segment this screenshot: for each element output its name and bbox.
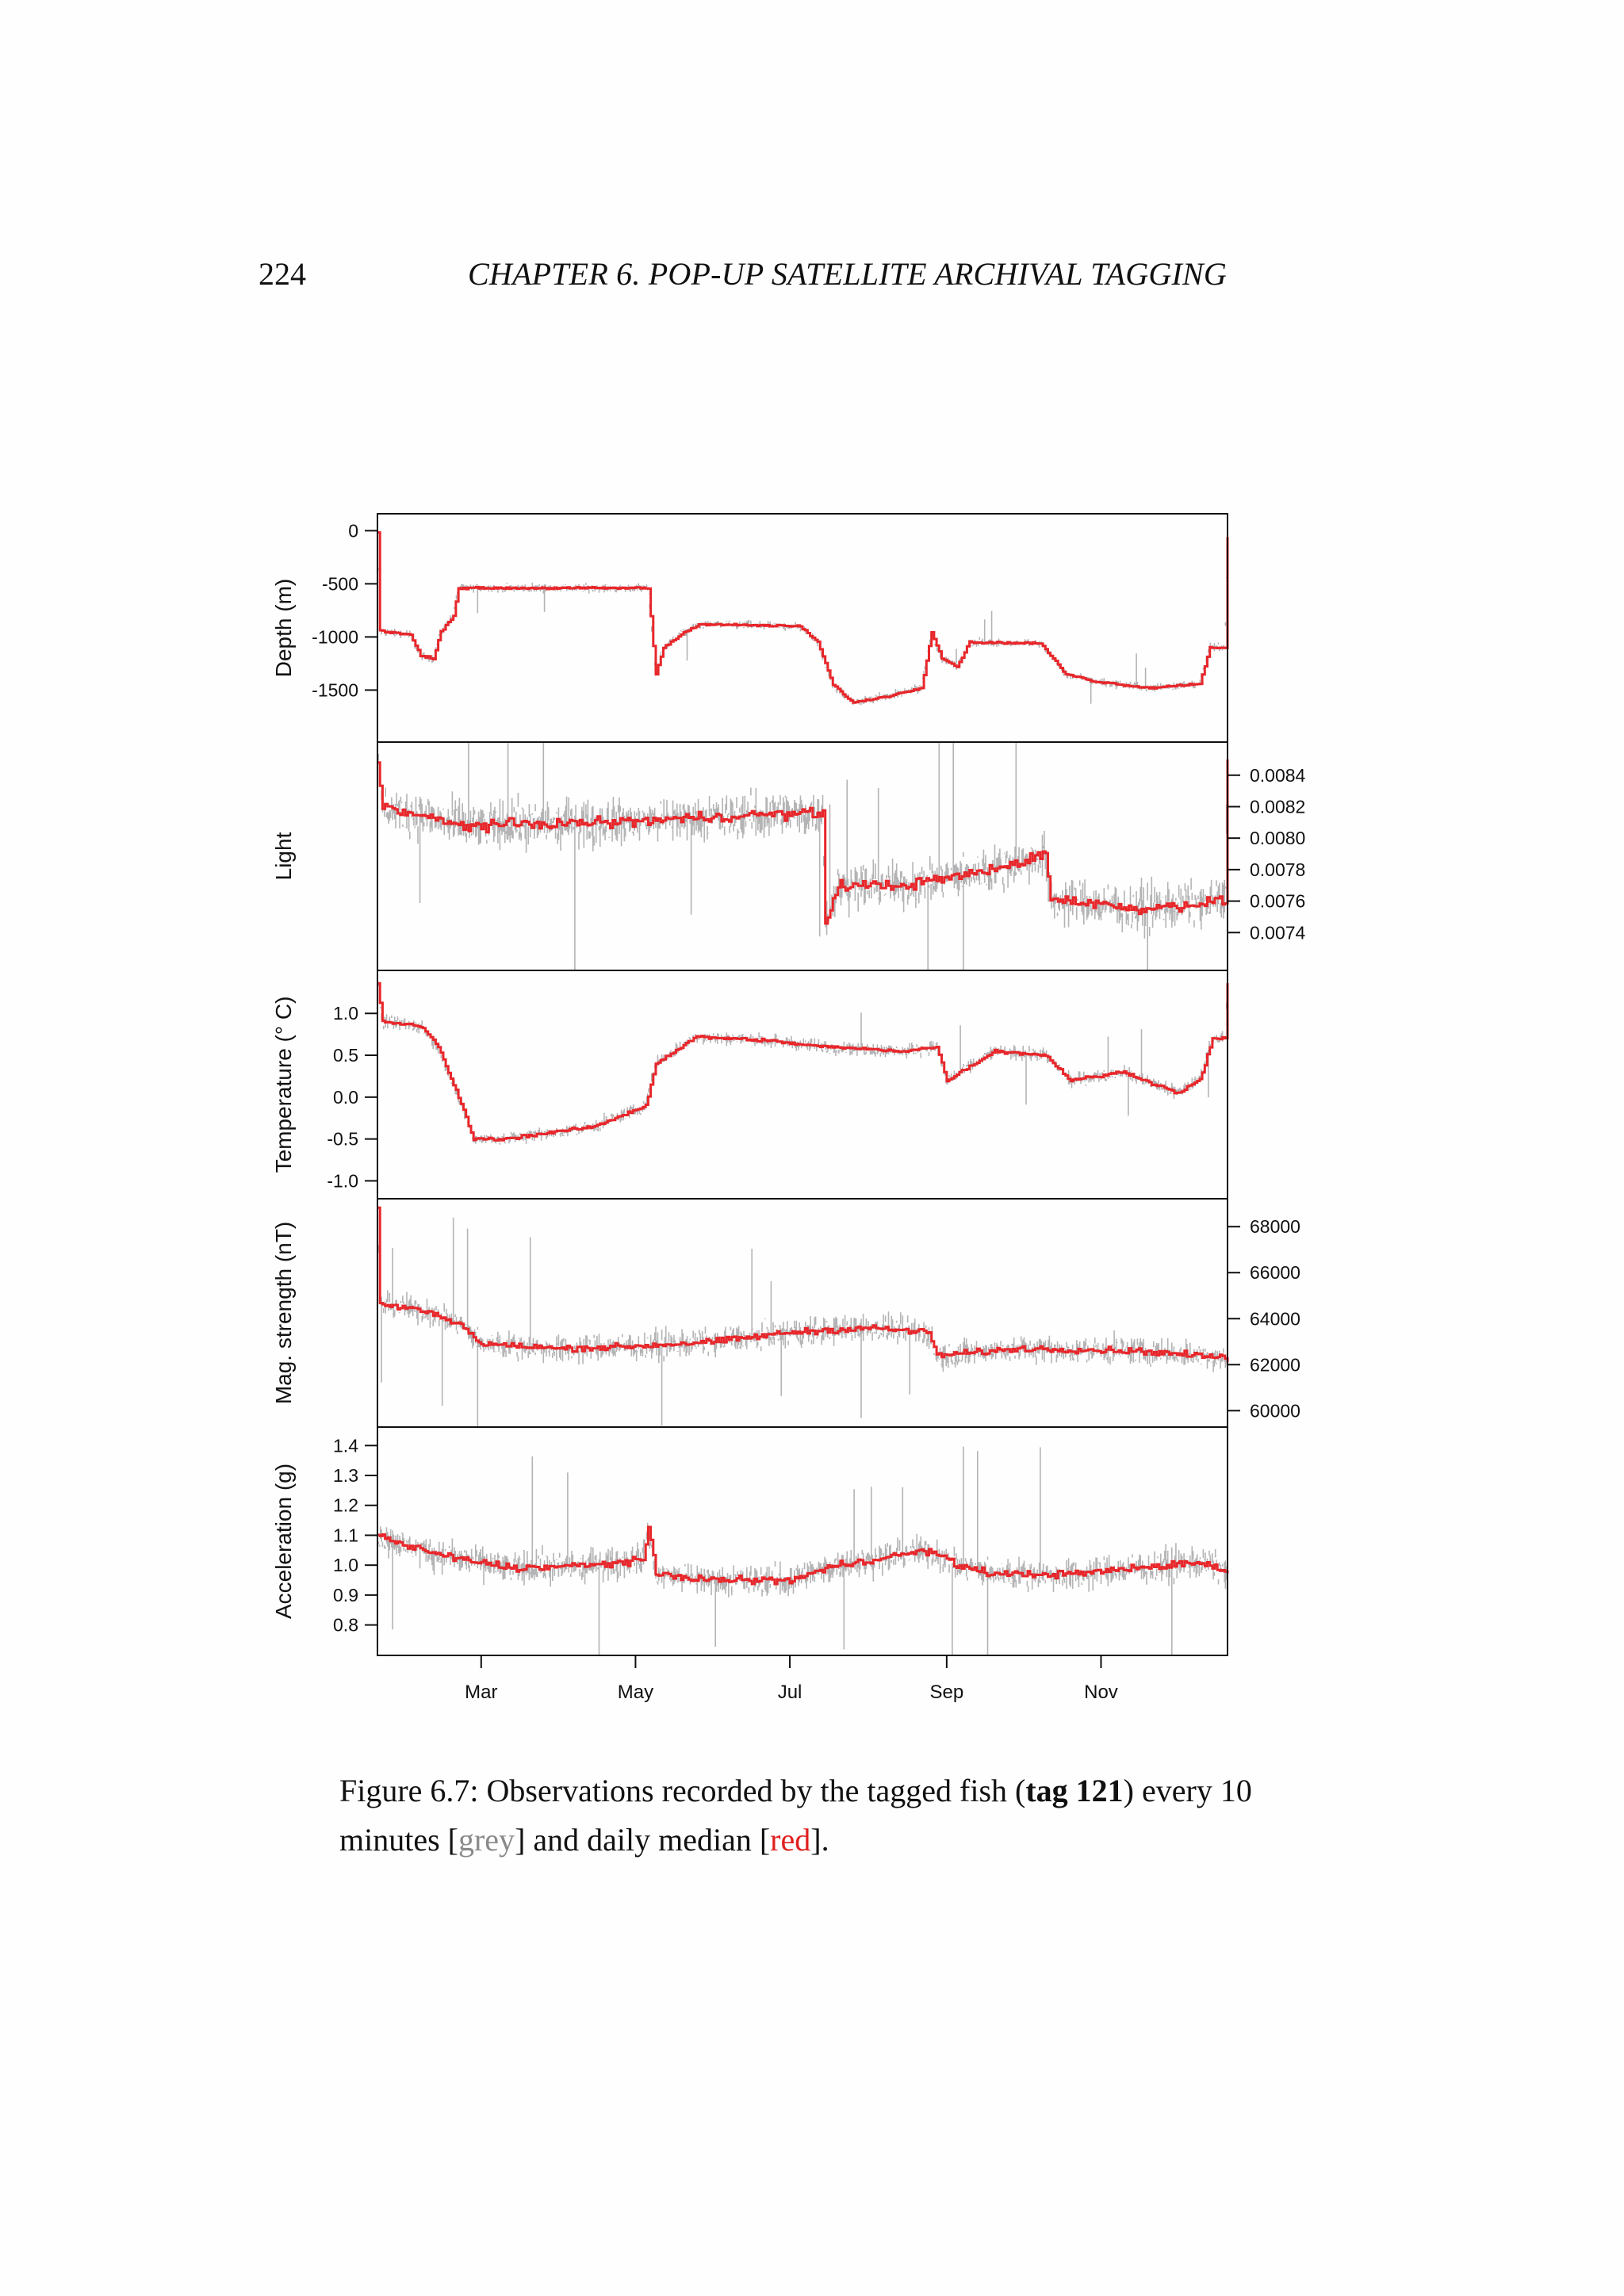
raw-series-line — [377, 1446, 1228, 1655]
y-tick-label: -1500 — [312, 679, 358, 700]
y-tick-label: 0.0074 — [1250, 922, 1306, 943]
caption-text-mid2: ] and daily median [ — [515, 1822, 771, 1858]
y-axis-label: Depth (m) — [271, 579, 296, 677]
raw-series-line — [377, 743, 1228, 970]
y-tick-label: -0.5 — [327, 1129, 358, 1150]
x-tick-label: Mar — [465, 1682, 497, 1703]
y-tick-label: 66000 — [1250, 1262, 1300, 1283]
median-series-line — [377, 531, 1229, 704]
x-tick-label: Jul — [778, 1682, 802, 1703]
caption-text-mid: ) every 10 minutes [ — [339, 1773, 1252, 1858]
y-axis-label: Mag. strength (nT) — [271, 1222, 296, 1404]
caption-label: Figure 6.7: — [339, 1773, 479, 1808]
y-tick-label: 0 — [348, 520, 358, 541]
y-tick-label: 0.0082 — [1250, 796, 1305, 817]
y-tick-label: 1.3 — [333, 1465, 358, 1486]
median-series-line — [377, 982, 1229, 1142]
y-tick-label: 1.4 — [333, 1435, 358, 1456]
page-number: 224 — [259, 256, 306, 292]
y-tick-label: 1.2 — [333, 1495, 358, 1516]
y-axis-label: Acceleration (g) — [271, 1464, 296, 1619]
y-tick-label: 1.0 — [333, 1555, 358, 1575]
raw-series-line — [377, 529, 1228, 706]
panel-light: 0.0084 0.0082 0.0080 0.0078 0.0076 0.0074 Ligh… — [271, 741, 1306, 971]
y-tick-label: 0.0078 — [1250, 859, 1305, 880]
panel-frame — [377, 970, 1228, 1200]
y-tick-label: 62000 — [1250, 1354, 1300, 1375]
caption-tag-bold: tag 121 — [1025, 1773, 1124, 1808]
panel-frame — [377, 1426, 1228, 1656]
y-tick-label: 64000 — [1250, 1308, 1300, 1329]
y-tick-label: 0.0 — [333, 1087, 358, 1108]
y-tick-label: -1.0 — [327, 1170, 358, 1191]
y-axis-label: Light — [271, 832, 296, 880]
y-axis-label: Temperature (° C) — [271, 997, 296, 1173]
panel-temperature-c: 1.0 0.5 0.0 -0.5 -1.0 Temperature (° C) — [271, 970, 1229, 1200]
page-header: 224 CHAPTER 6. POP-UP SATELLITE ARCHIVAL… — [0, 255, 1624, 303]
caption-red-word: red — [770, 1822, 811, 1858]
x-tick-label: May — [618, 1682, 653, 1703]
y-tick-label: 0.0076 — [1250, 891, 1305, 912]
raw-series-line — [377, 1203, 1228, 1426]
y-tick-label: 0.0080 — [1250, 828, 1305, 848]
y-tick-label: 60000 — [1250, 1400, 1300, 1421]
y-tick-label: 0.8 — [333, 1615, 358, 1636]
x-tick-label: Nov — [1084, 1682, 1118, 1703]
panel-frame — [377, 1198, 1228, 1428]
y-tick-label: 0.0084 — [1250, 765, 1306, 786]
raw-series-line — [377, 979, 1228, 1145]
panel-mag-strength-nt: 68000 66000 64000 62000 60000 Mag. strength (… — [271, 1198, 1300, 1428]
y-tick-label: -1000 — [312, 626, 358, 647]
y-tick-label: 0.9 — [333, 1585, 358, 1605]
panel-frame — [377, 741, 1228, 971]
y-tick-label: 1.1 — [333, 1525, 358, 1545]
caption-text-before: Observations recorded by the tagged fish… — [478, 1773, 1026, 1808]
panel-acceleration-g: 1.4 1.3 1.2 1.1 1.0 0.9 0.8 Acceleration (g) — [271, 1426, 1229, 1656]
x-tick-label: Sep — [930, 1682, 964, 1703]
median-series-line — [377, 759, 1229, 925]
y-tick-label: 68000 — [1250, 1216, 1300, 1237]
panel-depth-m: 0 -500 -1000 -1500 Depth (m) — [271, 513, 1229, 743]
median-series-line — [377, 1525, 1229, 1586]
running-head: CHAPTER 6. POP-UP SATELLITE ARCHIVAL TAG… — [468, 256, 1227, 292]
y-tick-label: 0.5 — [333, 1045, 358, 1066]
y-tick-label: -500 — [322, 573, 358, 594]
caption-grey-word: grey — [458, 1822, 515, 1858]
caption-text-end: ]. — [810, 1822, 829, 1858]
figure-caption: Figure 6.7: Observations recorded by the… — [339, 1766, 1291, 1865]
median-series-line — [377, 1206, 1229, 1363]
x-axis: Mar May Jul Sep Nov — [465, 1655, 1118, 1703]
y-tick-label: 1.0 — [333, 1003, 358, 1024]
